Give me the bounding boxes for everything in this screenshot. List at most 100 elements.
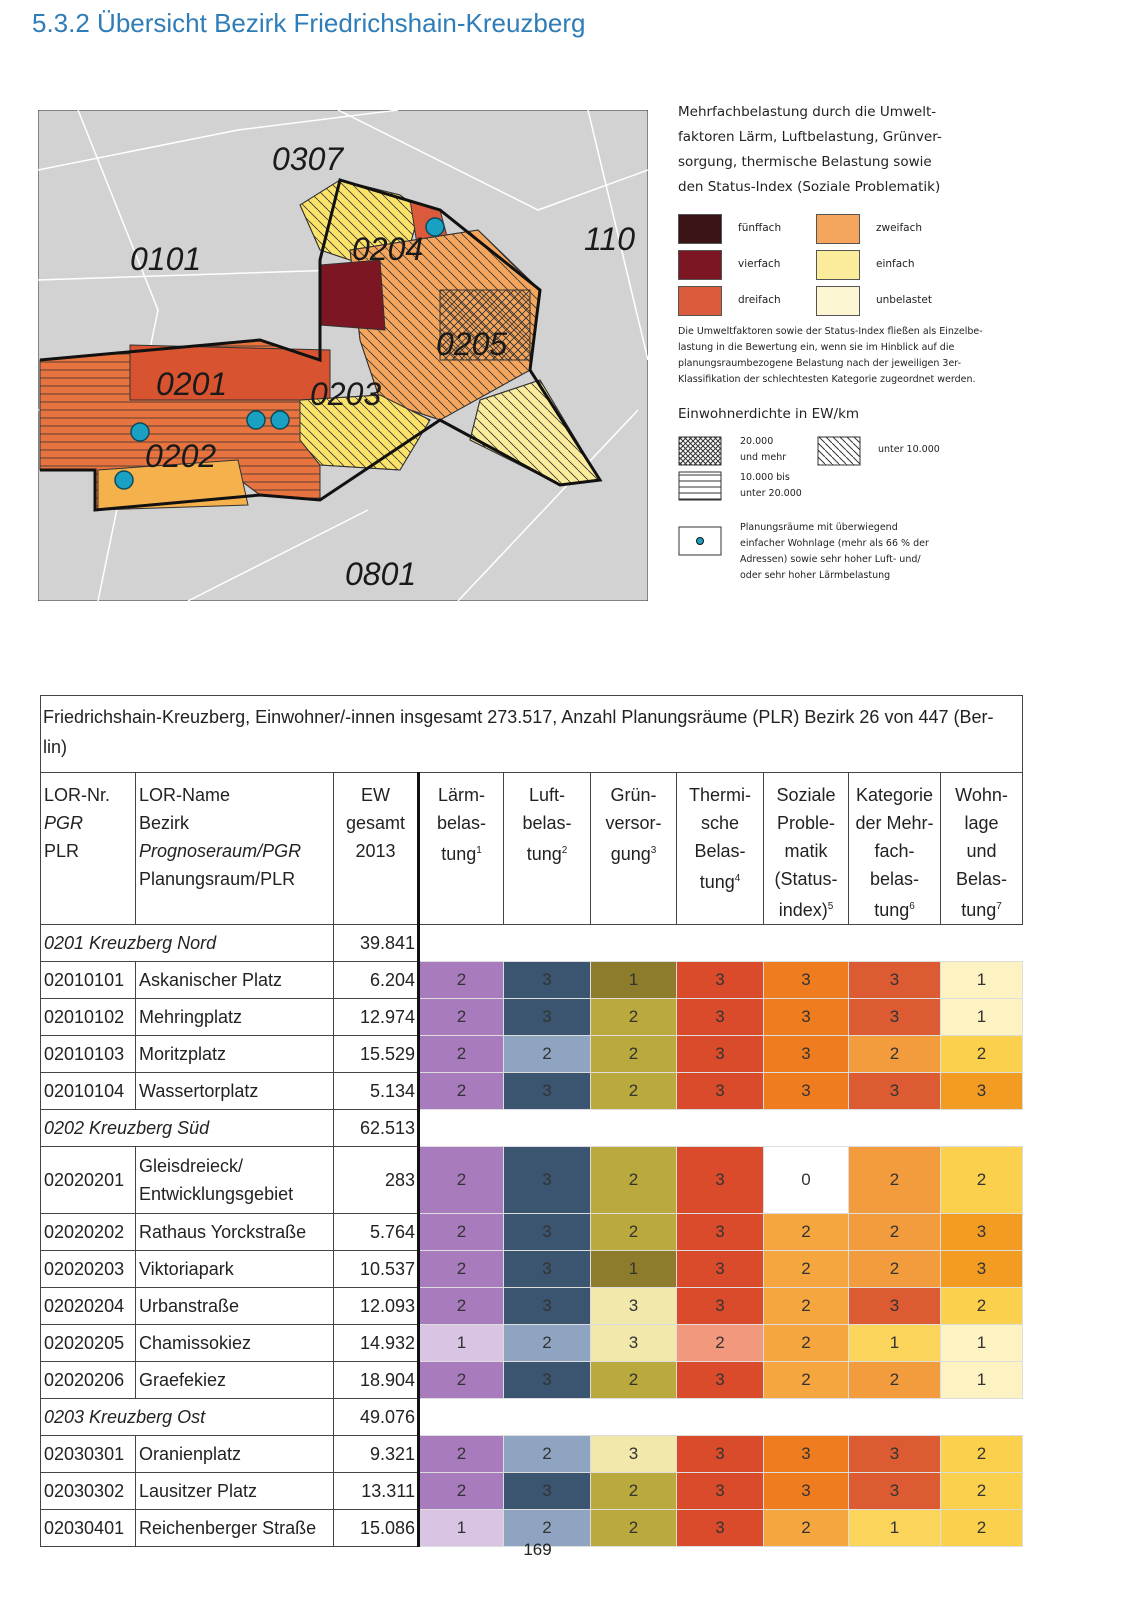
rating-cell: 1 (939, 1361, 1024, 1399)
rating-cell: 3 (939, 1250, 1024, 1288)
legend-swatch (816, 286, 860, 316)
plr-id: 02010101 (40, 961, 136, 999)
legend-label: vierfach (738, 258, 781, 270)
population: 15.086 (333, 1509, 420, 1547)
plr-id: 02020203 (40, 1250, 136, 1288)
rating-cell: 3 (848, 1072, 941, 1110)
rating-cell: 3 (676, 1435, 764, 1473)
rating-cell: 3 (676, 1035, 764, 1073)
rating-cell: 2 (418, 1035, 504, 1073)
rating-cell: 2 (848, 1361, 941, 1399)
rating-cell: 2 (418, 1361, 504, 1399)
pgr-row: 0203 Kreuzberg Ost 49.076 (40, 1398, 1023, 1436)
rating-cell: 3 (676, 1472, 764, 1510)
plr-name: Askanischer Platz (135, 961, 334, 999)
legend-note: Die Umweltfaktoren sowie der Status-Inde… (678, 326, 983, 385)
header-line: tung6 (874, 900, 915, 920)
rating-cell: 2 (848, 1035, 941, 1073)
plr-row: 02030302 Lausitzer Platz 13.311 2 3 2 3 3 3 2 (40, 1472, 1024, 1510)
plr-row: 02020204 Urbanstraße 12.093 2 3 3 3 2 3 2 (40, 1287, 1024, 1325)
plr-id: 02030301 (40, 1435, 136, 1473)
rating-cell: 2 (418, 1472, 504, 1510)
marker-swatch (678, 526, 722, 556)
rating-cell: 1 (848, 1324, 941, 1362)
rating-cell: 3 (590, 1435, 677, 1473)
rating-cell: 2 (418, 998, 504, 1036)
rating-cell: 3 (676, 1213, 764, 1251)
header-line: index)5 (778, 900, 834, 920)
population: 13.311 (333, 1472, 420, 1510)
column-header: Lärm-belas-tung1 (417, 772, 504, 925)
header-line: tung1 (441, 844, 482, 864)
rating-cell: 3 (848, 998, 941, 1036)
header-line: Lärm- (437, 785, 485, 805)
rating-cell: 3 (503, 1250, 591, 1288)
map-label: 0101 (130, 241, 201, 277)
plr-row: 02020202 Rathaus Yorckstraße 5.764 2 3 2 3 2 2 3 (40, 1213, 1024, 1251)
table: Friedrichshain-Kreuzberg, Einwohner/-inn… (39, 695, 1024, 1547)
rating-cell: 3 (763, 1472, 849, 1510)
rating-cell: 2 (418, 961, 504, 999)
pgr-name: 0201 Kreuzberg Nord (40, 924, 334, 962)
pgr-name: 0202 Kreuzberg Süd (40, 1109, 334, 1147)
legend-swatch (816, 214, 860, 244)
rating-cell: 1 (939, 1324, 1024, 1362)
population: 62.513 (333, 1109, 420, 1147)
population: 12.974 (333, 998, 420, 1036)
plr-row: 02010102 Mehringplatz 12.974 2 3 2 3 3 3 1 (40, 998, 1024, 1036)
footnote-ref: 4 (734, 873, 741, 884)
footnote-ref: 3 (650, 845, 657, 856)
rating-cell: 3 (503, 1072, 591, 1110)
rating-cell: 3 (676, 1361, 764, 1399)
rating-cell: 2 (590, 1035, 677, 1073)
plr-id: 02010103 (40, 1035, 136, 1073)
legend-label: dreifach (738, 294, 781, 306)
legend-label: einfach (876, 258, 915, 270)
population: 283 (333, 1146, 420, 1214)
rating-cell: 3 (503, 1361, 591, 1399)
population: 18.904 (333, 1361, 420, 1399)
header-line: tung7 (961, 900, 1002, 920)
plr-name: Moritzplatz (135, 1035, 334, 1073)
header-line: Wohn- (955, 785, 1008, 805)
column-header: LOR-Nr. PGR PLR (40, 772, 136, 925)
column-header: Kategorie der Mehr-fach-belas-tung6 (848, 772, 941, 925)
map-label: 0203 (310, 376, 381, 412)
population: 14.932 (333, 1324, 420, 1362)
plr-name: Urbanstraße (135, 1287, 334, 1325)
population: 5.134 (333, 1072, 420, 1110)
plr-id: 02030302 (40, 1472, 136, 1510)
rating-cell: 0 (763, 1146, 849, 1214)
map-label: 110 (584, 221, 635, 257)
rating-cell: 3 (763, 1072, 849, 1110)
header-line: Thermi- (689, 785, 751, 805)
column-header: EW gesamt 2013 (333, 772, 419, 925)
rating-cell: 2 (763, 1213, 849, 1251)
column-header: Luft-belas-tung2 (503, 772, 591, 925)
pgr-name: 0203 Kreuzberg Ost (40, 1398, 334, 1436)
plr-name: Gleisdreieck/ Entwicklungsgebiet (135, 1146, 334, 1214)
header-row: LOR-Nr. PGR PLR LOR-Name Bezirk Prognoseraum/… (40, 772, 1024, 925)
header-line: versor- (605, 813, 662, 833)
rating-cell: 2 (418, 1146, 504, 1214)
header-line: 2013 (355, 841, 396, 861)
rating-cell: 2 (590, 1509, 677, 1547)
header-line: und (966, 841, 997, 861)
plr-id: 02010102 (40, 998, 136, 1036)
map: 0307 0101 0204 110 0205 0201 0203 0202 0801 (38, 110, 648, 601)
population: 10.537 (333, 1250, 420, 1288)
footnote-ref: 2 (561, 845, 568, 856)
plr-row: 02020203 Viktoriapark 10.537 2 3 1 3 2 2 3 (40, 1250, 1024, 1288)
rating-cell: 2 (418, 1287, 504, 1325)
map-label: 0205 (436, 326, 507, 362)
rating-cell: 2 (590, 998, 677, 1036)
plr-name: Mehringplatz (135, 998, 334, 1036)
column-header: Thermi-sche Belas-tung4 (676, 772, 764, 925)
rating-cell: 3 (503, 961, 591, 999)
legend-swatch (678, 214, 722, 244)
rating-cell: 2 (939, 1509, 1024, 1547)
page-title: 5.3.2 Übersicht Bezirk Friedrichshain-Kr… (32, 8, 586, 38)
header-line: Bezirk (139, 813, 190, 833)
header-line: Kategorie (855, 785, 934, 805)
rating-cell: 3 (503, 1287, 591, 1325)
